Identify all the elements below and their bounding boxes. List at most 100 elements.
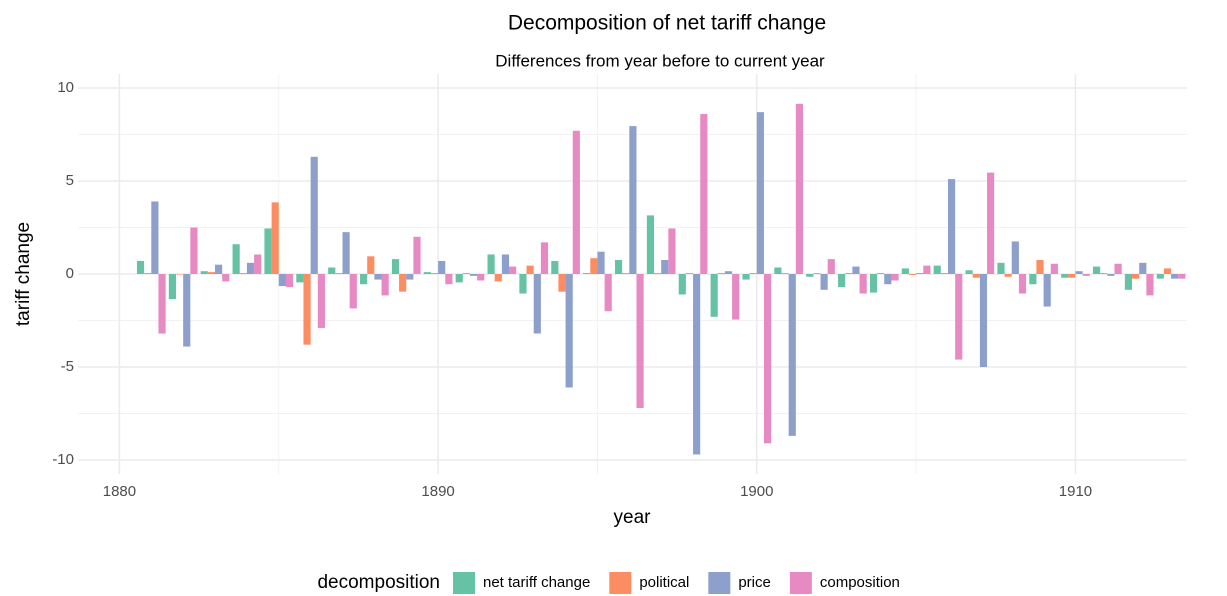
bar	[997, 262, 1005, 274]
legend-key	[609, 572, 632, 594]
bar	[965, 270, 973, 274]
bar	[795, 103, 803, 274]
x-tick-label: 1880	[103, 483, 136, 500]
bar	[654, 273, 662, 274]
chart-subtitle: Differences from year before to current …	[495, 51, 825, 70]
bar	[1092, 266, 1101, 274]
bar	[509, 266, 517, 274]
bar	[374, 274, 382, 280]
bar	[494, 274, 502, 282]
bar	[310, 156, 318, 274]
bar	[1139, 262, 1147, 274]
bar	[1178, 274, 1186, 279]
bar	[661, 260, 669, 274]
bar	[455, 274, 463, 283]
bar	[852, 266, 860, 274]
bar	[685, 273, 694, 274]
bar	[232, 244, 240, 274]
bar	[1036, 260, 1044, 274]
bar	[813, 273, 821, 274]
bar	[955, 274, 963, 360]
bar	[646, 215, 655, 274]
bar	[183, 274, 191, 347]
bar	[916, 273, 924, 274]
bar	[264, 228, 272, 274]
bar	[391, 259, 400, 274]
bar	[469, 274, 478, 276]
bar	[1043, 274, 1051, 307]
y-tick-label: 10	[57, 79, 74, 96]
bar	[763, 274, 772, 444]
bar	[972, 274, 980, 278]
bar	[614, 260, 623, 274]
bar	[144, 273, 152, 274]
bar	[222, 274, 230, 282]
bar	[629, 126, 637, 275]
bar	[501, 254, 510, 274]
bar	[317, 274, 325, 328]
bar	[859, 274, 867, 294]
bar	[827, 259, 835, 274]
bar	[487, 254, 495, 274]
bar	[732, 274, 740, 320]
bar	[940, 273, 948, 274]
bar	[749, 273, 757, 274]
bar	[303, 274, 311, 345]
bar	[604, 274, 612, 312]
bar	[583, 273, 591, 274]
bar	[158, 274, 166, 334]
bar	[597, 251, 605, 274]
bar	[572, 130, 580, 274]
bar	[136, 260, 145, 274]
bar	[1050, 263, 1058, 274]
bar	[381, 274, 389, 296]
legend-key	[789, 572, 812, 594]
bar	[360, 274, 368, 285]
bar	[399, 274, 407, 292]
bar	[1124, 274, 1133, 290]
bar	[246, 262, 255, 274]
bar	[190, 227, 198, 274]
bar	[423, 272, 431, 274]
bar	[1100, 273, 1108, 274]
bar	[1029, 274, 1037, 285]
bar	[700, 114, 708, 274]
bar	[540, 242, 549, 274]
legend-label: net tariff change	[483, 574, 590, 591]
bar	[207, 272, 216, 274]
bar	[215, 264, 223, 274]
bar	[756, 112, 764, 275]
x-tick-label: 1910	[1059, 483, 1092, 500]
bar	[947, 179, 956, 274]
bar	[239, 273, 247, 274]
x-axis-label: year	[614, 507, 652, 528]
bar	[278, 274, 286, 287]
bar	[175, 274, 184, 275]
bar	[1146, 274, 1154, 296]
bar	[296, 274, 304, 283]
bar	[636, 274, 644, 408]
bar	[526, 265, 534, 274]
bar	[1156, 274, 1164, 279]
bar	[933, 265, 941, 274]
bar	[590, 258, 598, 274]
bar	[891, 274, 899, 281]
bar	[271, 202, 279, 274]
bar	[693, 274, 701, 455]
bar	[1082, 274, 1090, 276]
bar	[838, 274, 846, 288]
y-tick-label: -10	[52, 451, 74, 468]
bar	[413, 236, 421, 274]
bar	[869, 274, 878, 293]
bar	[678, 274, 686, 295]
bar	[788, 274, 796, 436]
bar	[558, 274, 566, 292]
legend-label: political	[639, 574, 689, 591]
legend-key	[453, 572, 475, 594]
legend-label: price	[738, 574, 771, 591]
legend-title: decomposition	[317, 572, 440, 593]
bar	[724, 271, 733, 274]
bar	[438, 260, 446, 274]
bar	[884, 274, 892, 285]
